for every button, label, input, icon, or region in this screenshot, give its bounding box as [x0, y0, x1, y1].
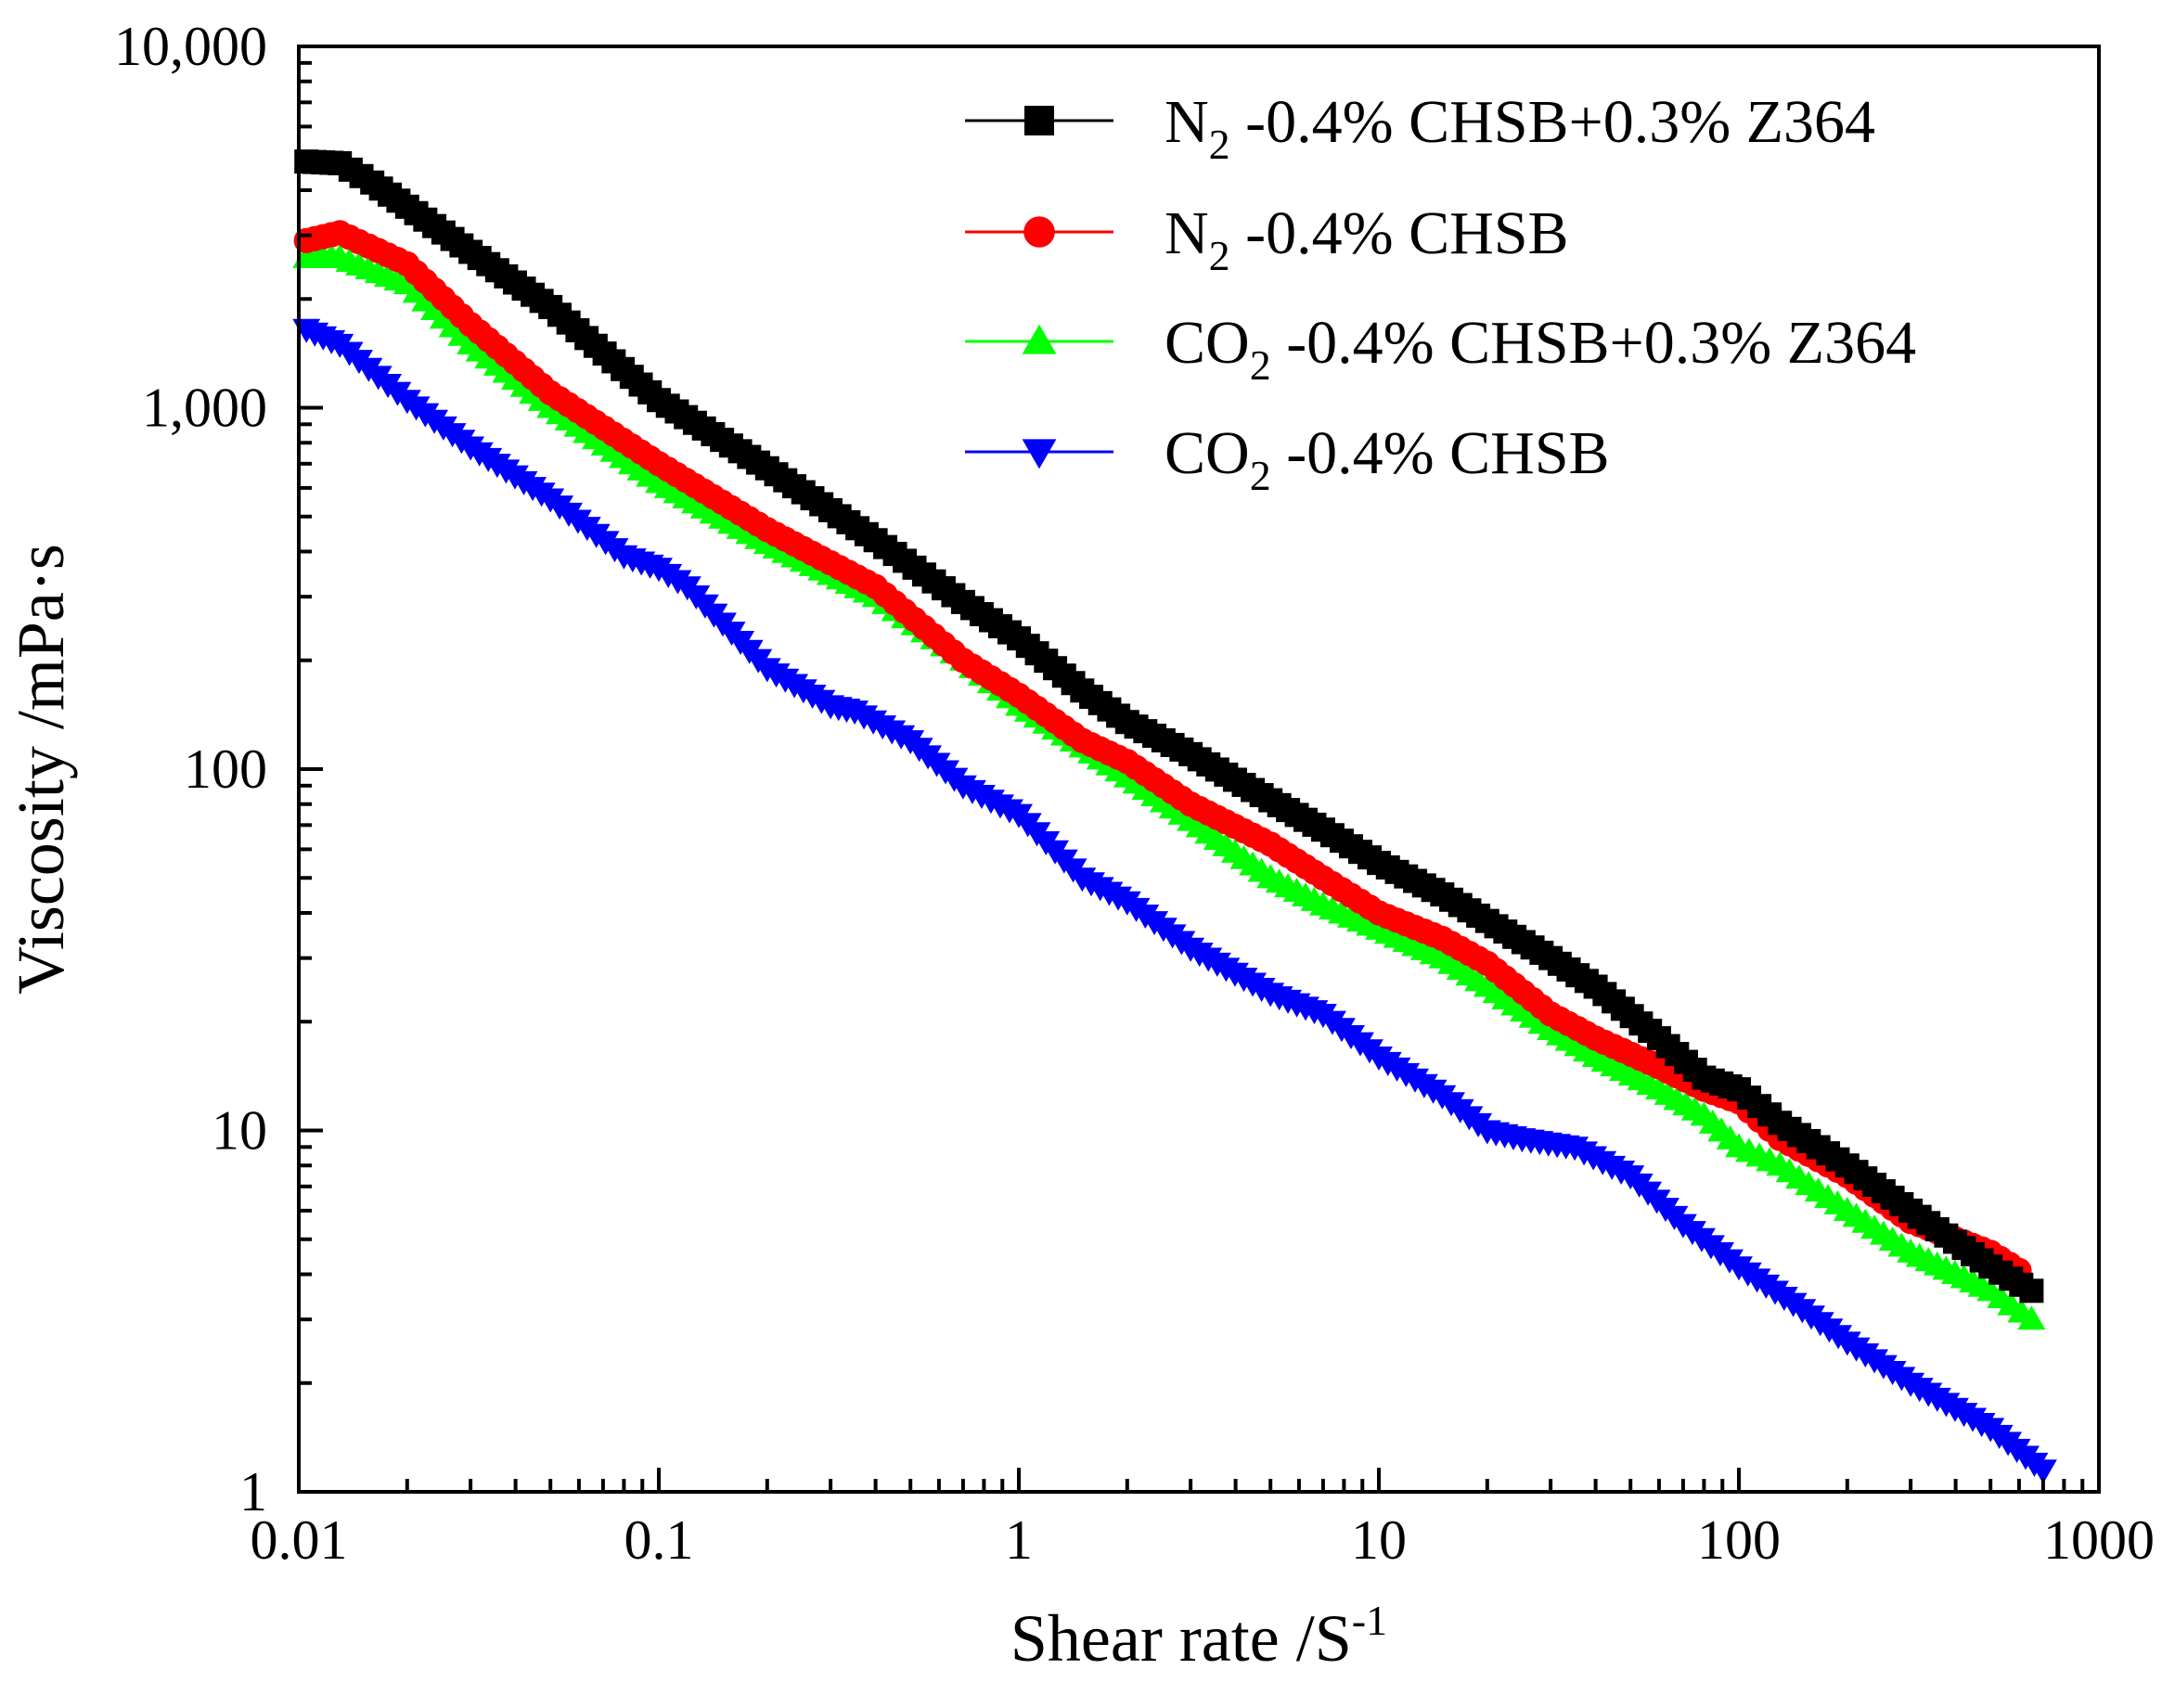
y-axis-title: Viscosity /mPa·s	[4, 544, 78, 995]
x-axis-title-text: Shear rate /S	[1010, 1601, 1352, 1676]
x-tick-label: 0.01	[251, 1509, 348, 1571]
x-axis-title-superscript: -1	[1352, 1597, 1387, 1644]
legend-item-1: N2 -0.4% CHSB+0.3% Z364	[965, 88, 1875, 168]
data-point	[2017, 1305, 2046, 1330]
x-tick-label: 100	[1697, 1509, 1781, 1571]
legend-label: N2 -0.4% CHSB	[1165, 199, 1569, 279]
series-4	[292, 318, 2057, 1484]
x-tick-label: 1000	[2043, 1509, 2155, 1571]
series-1	[294, 149, 2044, 1303]
legend-marker	[1023, 216, 1055, 248]
ticks-layer: 0.01 0.1 1 10 100 1000 1 10 100 1,000 10,000	[114, 16, 2155, 1571]
legend-item-4: CO2 -0.4% CHSB	[965, 419, 1610, 499]
legend-marker	[1022, 324, 1057, 354]
y-tick-label: 100	[184, 738, 267, 800]
y-tick-label: 1,000	[142, 378, 267, 439]
legend: N2 -0.4% CHSB+0.3% Z364 N2 -0.4% CHSB CO2 …	[965, 88, 1916, 499]
legend-label: CO2 -0.4% CHSB+0.3% Z364	[1165, 309, 1916, 389]
legend-marker	[1022, 439, 1057, 469]
x-tick-label: 10	[1351, 1509, 1407, 1571]
legend-item-2: N2 -0.4% CHSB	[965, 199, 1569, 279]
x-axis-title: Shear rate /S-1	[1010, 1597, 1387, 1676]
legend-item-3: CO2 -0.4% CHSB+0.3% Z364	[965, 309, 1916, 389]
data-point	[2028, 1459, 2057, 1484]
y-tick-label: 10	[212, 1100, 267, 1162]
data-point	[2019, 1278, 2044, 1303]
x-tick-label: 1	[1005, 1509, 1033, 1571]
x-tick-label: 0.1	[624, 1509, 694, 1571]
legend-label: CO2 -0.4% CHSB	[1165, 419, 1610, 499]
y-tick-label: 10,000	[114, 16, 267, 77]
legend-label: N2 -0.4% CHSB+0.3% Z364	[1165, 88, 1875, 168]
legend-marker	[1024, 106, 1054, 135]
y-tick-label: 1	[239, 1461, 267, 1522]
series-layer	[292, 149, 2057, 1484]
